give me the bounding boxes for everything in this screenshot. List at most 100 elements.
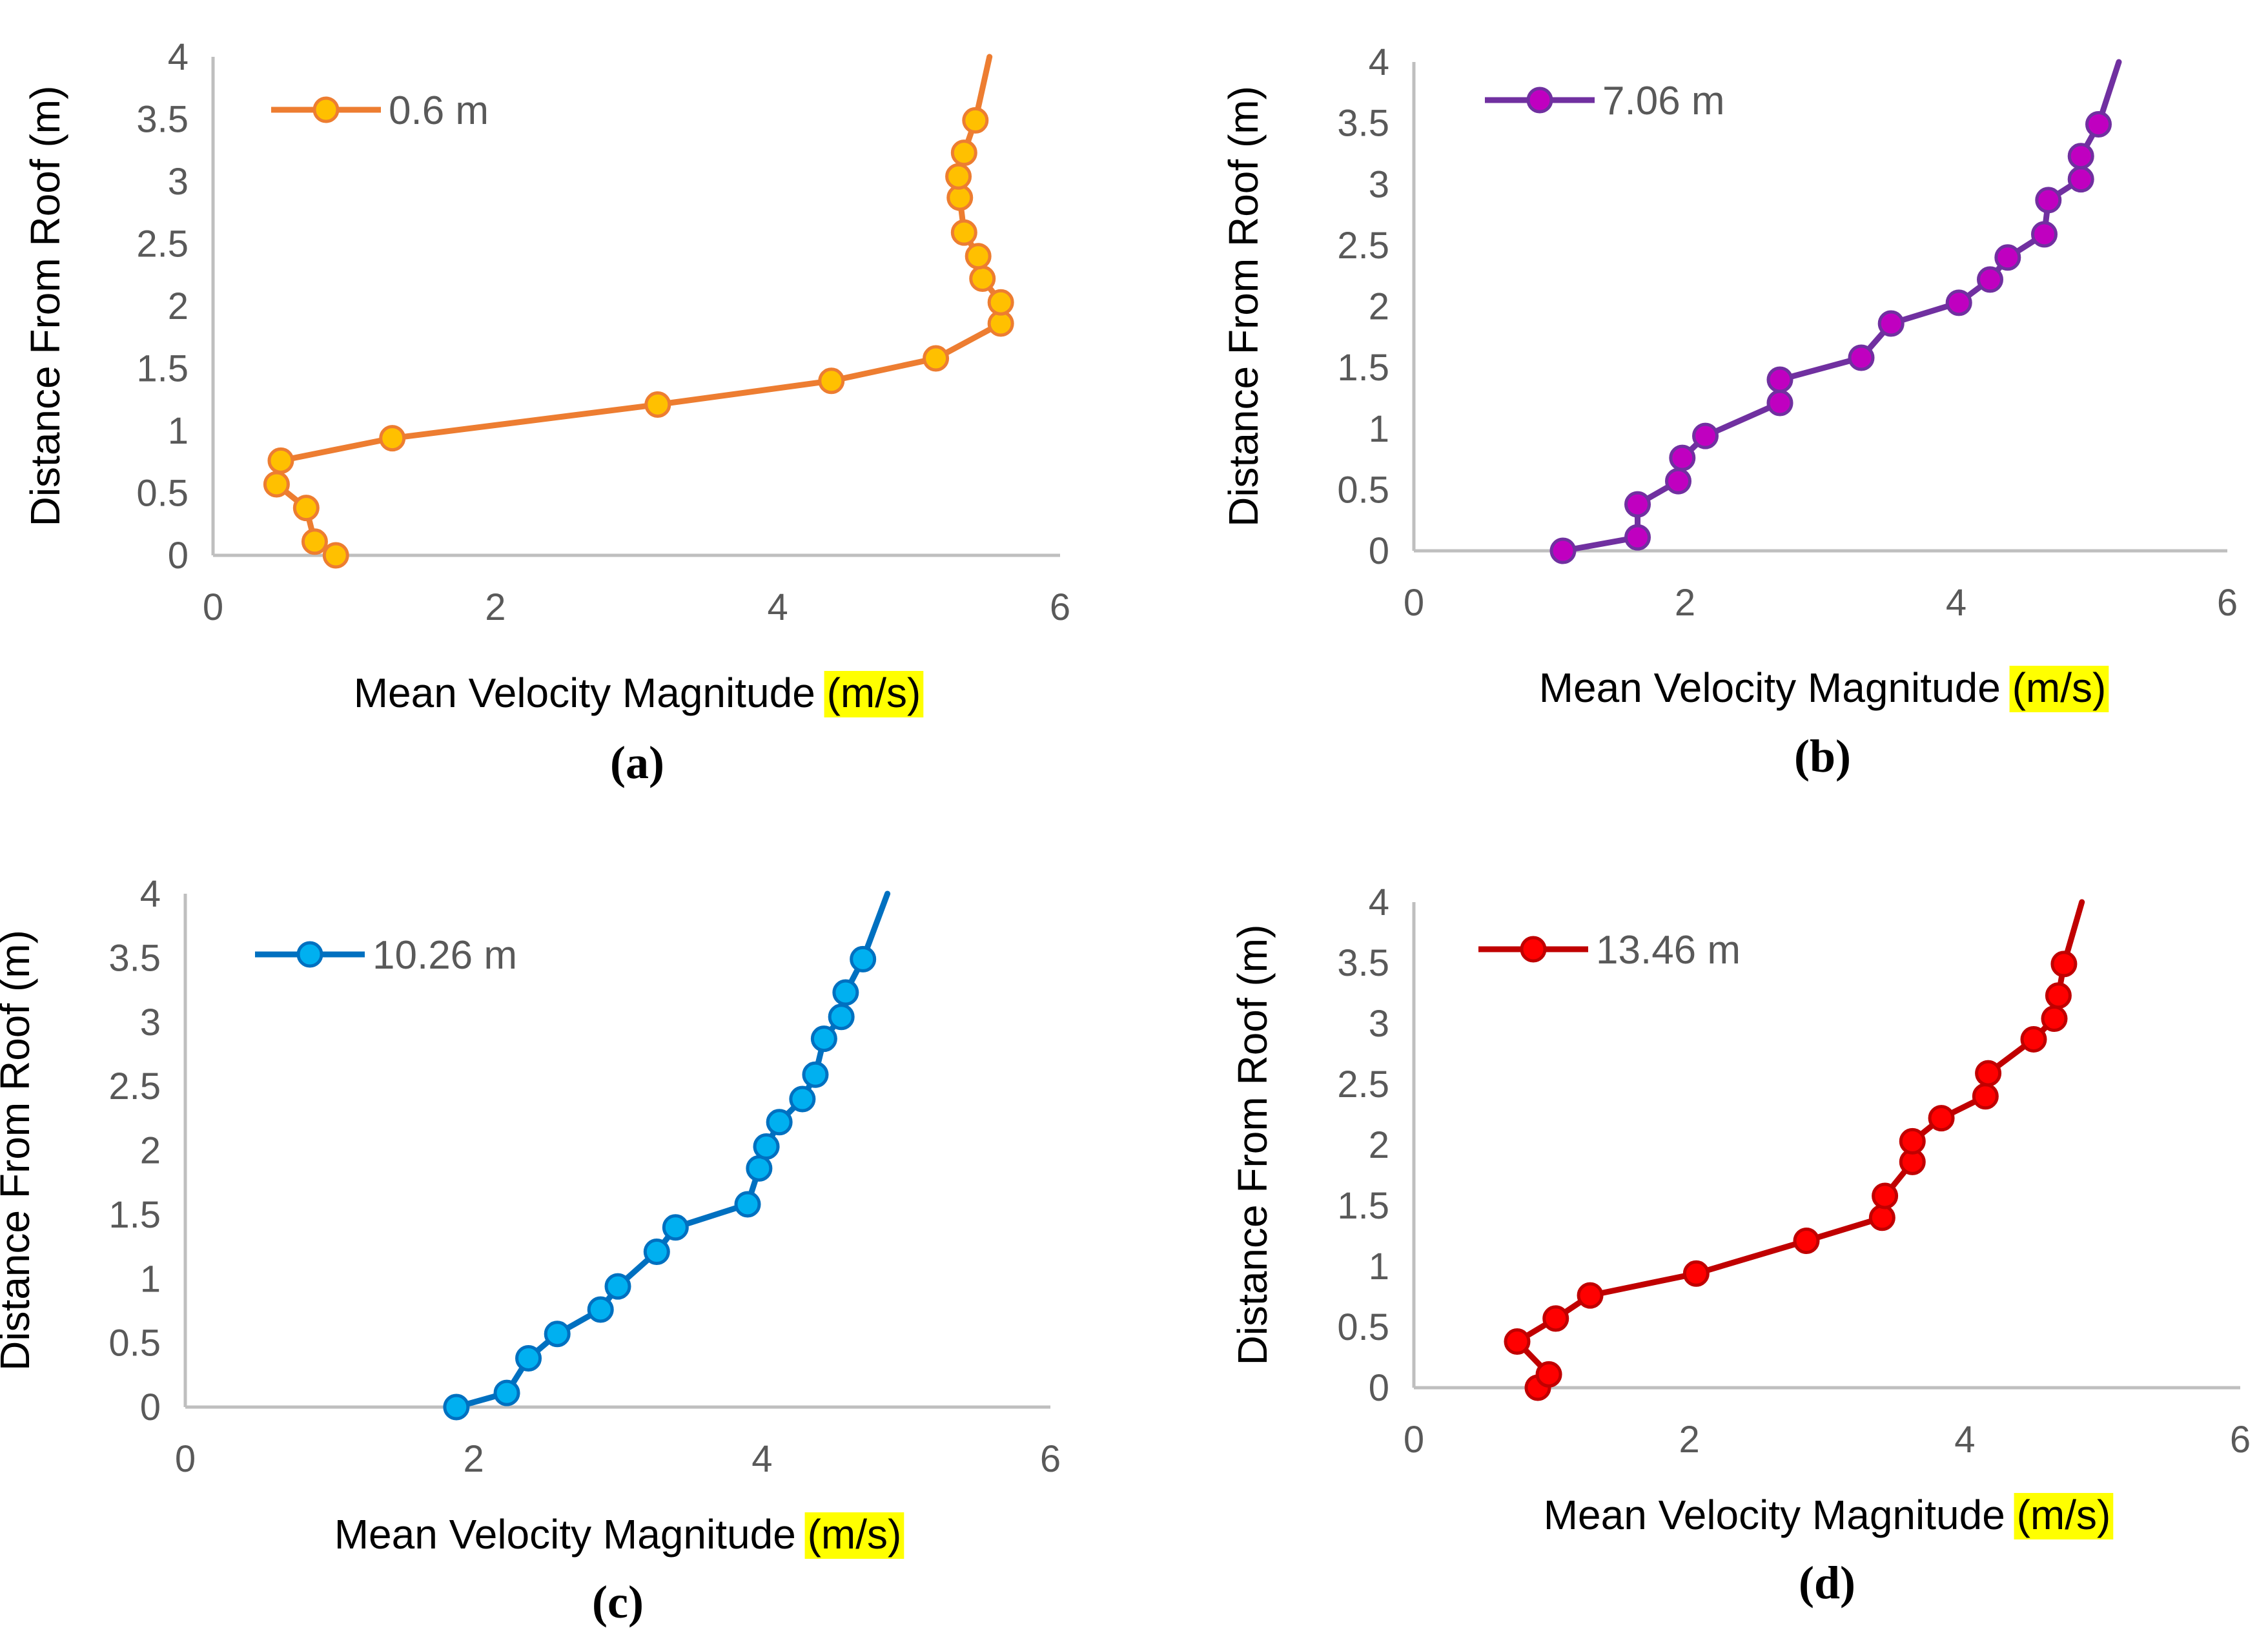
data-point bbox=[267, 447, 294, 474]
y-tick-label: 1 bbox=[168, 410, 189, 452]
y-tick-label: 1.5 bbox=[1337, 347, 1389, 389]
y-axis-title: Distance From Roof (m) bbox=[1220, 86, 1267, 527]
data-point bbox=[734, 1191, 761, 1218]
x-axis-title: Mean Velocity Magnitude (m/s) bbox=[1544, 1492, 2111, 1538]
x-axis-title-text: Mean Velocity Magnitude bbox=[1539, 664, 2012, 711]
x-axis-unit: (m/s) bbox=[808, 1511, 902, 1558]
unit-highlight bbox=[2009, 666, 2109, 712]
data-point bbox=[1928, 1105, 1955, 1132]
y-tick-label: 2.5 bbox=[136, 223, 189, 265]
panel-label: (c) bbox=[592, 1576, 644, 1628]
series-line bbox=[1514, 899, 2085, 1391]
x-axis-unit: (m/s) bbox=[2017, 1492, 2111, 1538]
data-point bbox=[1766, 366, 1793, 393]
data-point bbox=[969, 265, 996, 293]
y-tick-label: 3.5 bbox=[108, 937, 161, 979]
y-tick-label: 2 bbox=[168, 285, 189, 327]
data-point bbox=[322, 542, 349, 569]
legend-label: 10.26 m bbox=[373, 933, 517, 978]
x-tick-label: 0 bbox=[175, 1438, 196, 1480]
data-point bbox=[950, 219, 977, 246]
data-point bbox=[850, 945, 877, 972]
data-point bbox=[802, 1061, 829, 1088]
y-tick-label: 2 bbox=[140, 1130, 161, 1172]
x-tick-label: 2 bbox=[464, 1438, 484, 1480]
data-point bbox=[2020, 1025, 2047, 1053]
y-tick-label: 1.5 bbox=[136, 348, 189, 390]
y-tick-label: 3.5 bbox=[1337, 942, 1389, 984]
data-point bbox=[746, 1155, 773, 1182]
data-point bbox=[662, 1214, 689, 1241]
data-point bbox=[1542, 1305, 1569, 1332]
data-point bbox=[818, 367, 845, 395]
y-tick-label: 0.5 bbox=[108, 1322, 161, 1364]
data-point bbox=[753, 1133, 780, 1160]
data-point bbox=[1766, 389, 1793, 417]
y-tick-label: 3.5 bbox=[136, 99, 189, 141]
y-tick-label: 1 bbox=[140, 1258, 161, 1300]
data-point bbox=[832, 979, 859, 1006]
y-tick-label: 0.5 bbox=[1337, 469, 1389, 511]
x-axis-unit: (m/s) bbox=[2012, 664, 2107, 711]
data-point bbox=[2085, 111, 2112, 138]
y-tick-label: 0.5 bbox=[1337, 1306, 1389, 1348]
data-point bbox=[2041, 1005, 2068, 1032]
unit-highlight bbox=[2014, 1493, 2114, 1539]
legend-marker bbox=[312, 96, 340, 123]
data-point bbox=[950, 139, 977, 167]
x-tick-label: 4 bbox=[1946, 582, 1967, 624]
data-point bbox=[1848, 344, 1875, 371]
chart-panel-c: 0 2 4 6 0 0.5 1 1.5 2 2.5 3 3.5 4 Mean Velocity Magni… bbox=[0, 873, 1061, 1628]
x-tick-label: 6 bbox=[1040, 1438, 1061, 1480]
chart-panel-a: 0 2 4 6 0 0.5 1 1.5 2 2.5 3 3.5 4 Mean Velocity Magni… bbox=[22, 36, 1070, 788]
data-point bbox=[1975, 1060, 2002, 1087]
y-tick-label: 3 bbox=[1369, 163, 1389, 205]
x-tick-label: 2 bbox=[1679, 1419, 1700, 1461]
data-point bbox=[515, 1344, 542, 1372]
y-tick-label: 1 bbox=[1369, 408, 1389, 450]
y-axis-title: Distance From Roof (m) bbox=[1229, 925, 1276, 1366]
x-axis-title-text: Mean Velocity Magnitude bbox=[334, 1511, 808, 1558]
unit-highlight bbox=[824, 671, 924, 717]
y-tick-label: 0.5 bbox=[136, 473, 189, 515]
y-tick-label: 3.5 bbox=[1337, 103, 1389, 145]
data-point bbox=[2035, 187, 2062, 214]
data-point bbox=[443, 1394, 470, 1421]
data-point bbox=[2031, 221, 2058, 248]
data-point bbox=[292, 495, 320, 522]
data-point bbox=[263, 471, 290, 498]
y-tick-label: 4 bbox=[1369, 881, 1389, 923]
legend-label: 7.06 m bbox=[1602, 79, 1725, 123]
data-point bbox=[1624, 524, 1651, 551]
data-point bbox=[2045, 982, 2072, 1009]
y-tick-label: 1.5 bbox=[108, 1194, 161, 1236]
data-point bbox=[587, 1296, 614, 1323]
x-axis-unit: (m/s) bbox=[827, 670, 921, 716]
data-point bbox=[604, 1273, 631, 1300]
data-point bbox=[1793, 1228, 1820, 1255]
data-point bbox=[1682, 1260, 1710, 1287]
x-tick-label: 6 bbox=[2230, 1419, 2251, 1461]
data-point bbox=[643, 1239, 670, 1266]
x-axis-title-text: Mean Velocity Magnitude bbox=[1544, 1492, 2017, 1538]
x-tick-label: 0 bbox=[1404, 1419, 1424, 1461]
x-axis-title: Mean Velocity Magnitude (m/s) bbox=[334, 1511, 902, 1558]
legend-label: 0.6 m bbox=[389, 88, 489, 133]
data-point bbox=[1899, 1127, 1926, 1155]
y-tick-label: 1 bbox=[1369, 1246, 1389, 1288]
panel-label: (d) bbox=[1799, 1557, 1855, 1609]
x-tick-label: 4 bbox=[751, 1438, 772, 1480]
data-point bbox=[962, 107, 989, 134]
legend-label: 13.46 m bbox=[1596, 928, 1741, 972]
y-tick-label: 4 bbox=[1369, 41, 1389, 83]
x-tick-label: 2 bbox=[485, 586, 506, 628]
y-tick-label: 3 bbox=[140, 1002, 161, 1044]
x-tick-label: 6 bbox=[1050, 586, 1070, 628]
y-tick-label: 4 bbox=[140, 873, 161, 915]
data-point bbox=[1868, 1204, 1895, 1231]
x-tick-label: 0 bbox=[1404, 582, 1424, 624]
x-tick-label: 2 bbox=[1675, 582, 1695, 624]
data-point bbox=[1577, 1282, 1604, 1309]
data-point bbox=[1669, 444, 1696, 471]
data-point bbox=[1877, 310, 1905, 337]
